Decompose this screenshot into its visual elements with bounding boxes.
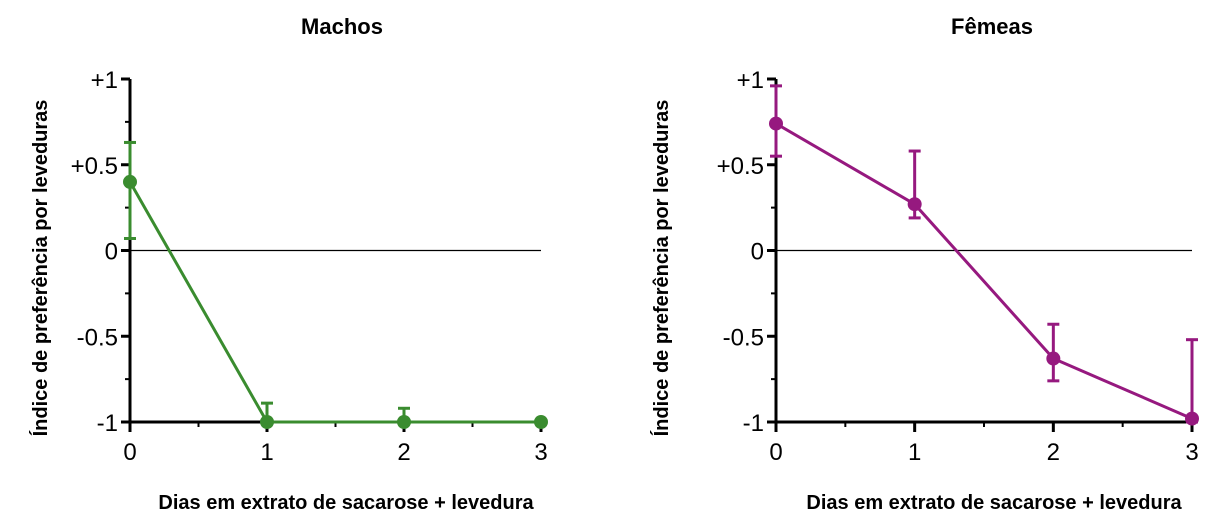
x-tick-label: 2 — [1047, 439, 1060, 466]
y-tick-label: -1 — [743, 410, 764, 437]
chart-panel-femeas: Fêmeas Dias em extrato de sacarose + lev… — [650, 14, 1199, 514]
y-tick-label: 0 — [751, 239, 764, 266]
y-tick-label: -1 — [97, 410, 118, 437]
y-tick-label: -0.5 — [723, 324, 764, 351]
y-tick-label: -0.5 — [77, 324, 118, 351]
series-line — [775, 122, 1193, 420]
x-tick-label: 0 — [123, 439, 136, 466]
data-point — [123, 174, 137, 189]
data-point — [1185, 411, 1199, 426]
y-tick-label: +1 — [91, 67, 118, 94]
y-axis-label: Índice de preferência por leveduras — [650, 100, 673, 437]
x-axis-label: Dias em extrato de sacarose + levedura — [158, 492, 534, 514]
y-axis-label: Índice de preferência por leveduras — [29, 100, 52, 437]
x-tick-label: 3 — [534, 439, 547, 466]
x-tick-label: 2 — [397, 439, 410, 466]
x-tick-label: 3 — [1185, 439, 1198, 466]
data-point — [260, 415, 274, 429]
data-point — [769, 116, 783, 131]
y-tick-label: +0.5 — [71, 153, 118, 180]
x-tick-label: 1 — [908, 439, 921, 466]
x-axis-label: Dias em extrato de sacarose + levedura — [806, 492, 1182, 514]
series-line — [128, 181, 541, 424]
data-point — [1046, 351, 1061, 366]
y-tick-label: +0.5 — [717, 153, 764, 180]
chart-title: Machos — [301, 14, 383, 39]
data-point — [397, 415, 411, 429]
y-tick-label: +1 — [737, 67, 764, 94]
data-point — [534, 415, 548, 429]
y-tick-label: 0 — [105, 239, 118, 266]
plot-area: +1+0.50-0.5-10 1 2 3 — [717, 67, 1199, 466]
chart-panel-machos: Machos Dias em extrato de sacarose + lev… — [29, 14, 548, 514]
plot-area: +1+0.50-0.5-10 1 2 3 — [71, 67, 548, 466]
data-point — [907, 197, 922, 212]
chart-title: Fêmeas — [951, 14, 1033, 39]
x-tick-label: 0 — [769, 439, 782, 466]
x-tick-label: 1 — [260, 439, 273, 466]
